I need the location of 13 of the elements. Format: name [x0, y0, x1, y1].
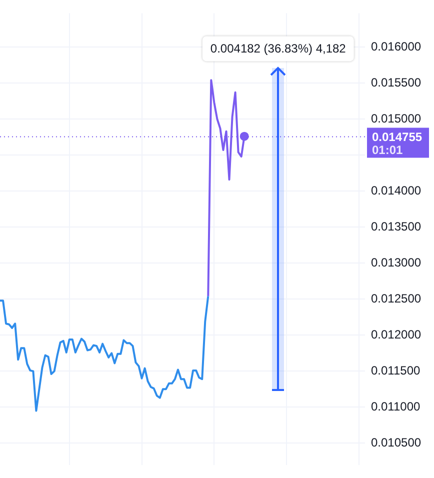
y-tick-label: 0.015500 — [371, 75, 422, 90]
y-tick-label: 0.014000 — [371, 183, 422, 198]
y-tick-label: 0.010500 — [371, 436, 422, 450]
y-tick-label: 0.013500 — [371, 219, 422, 234]
y-tick-label: 0.012000 — [371, 327, 422, 342]
y-tick-label: 0.011500 — [371, 363, 420, 378]
y-tick-label: 0.015000 — [371, 111, 422, 126]
y-tick-label: 0.016000 — [371, 39, 422, 54]
y-tick-label: 0.012500 — [371, 291, 422, 306]
y-tick-label: 0.013000 — [371, 255, 422, 270]
ref-line-label: 0.014755 01:01 — [372, 130, 422, 158]
y-tick-label: 0.011000 — [371, 399, 420, 414]
annotation: 0.004182 (36.83%) 4,182 — [210, 42, 346, 56]
